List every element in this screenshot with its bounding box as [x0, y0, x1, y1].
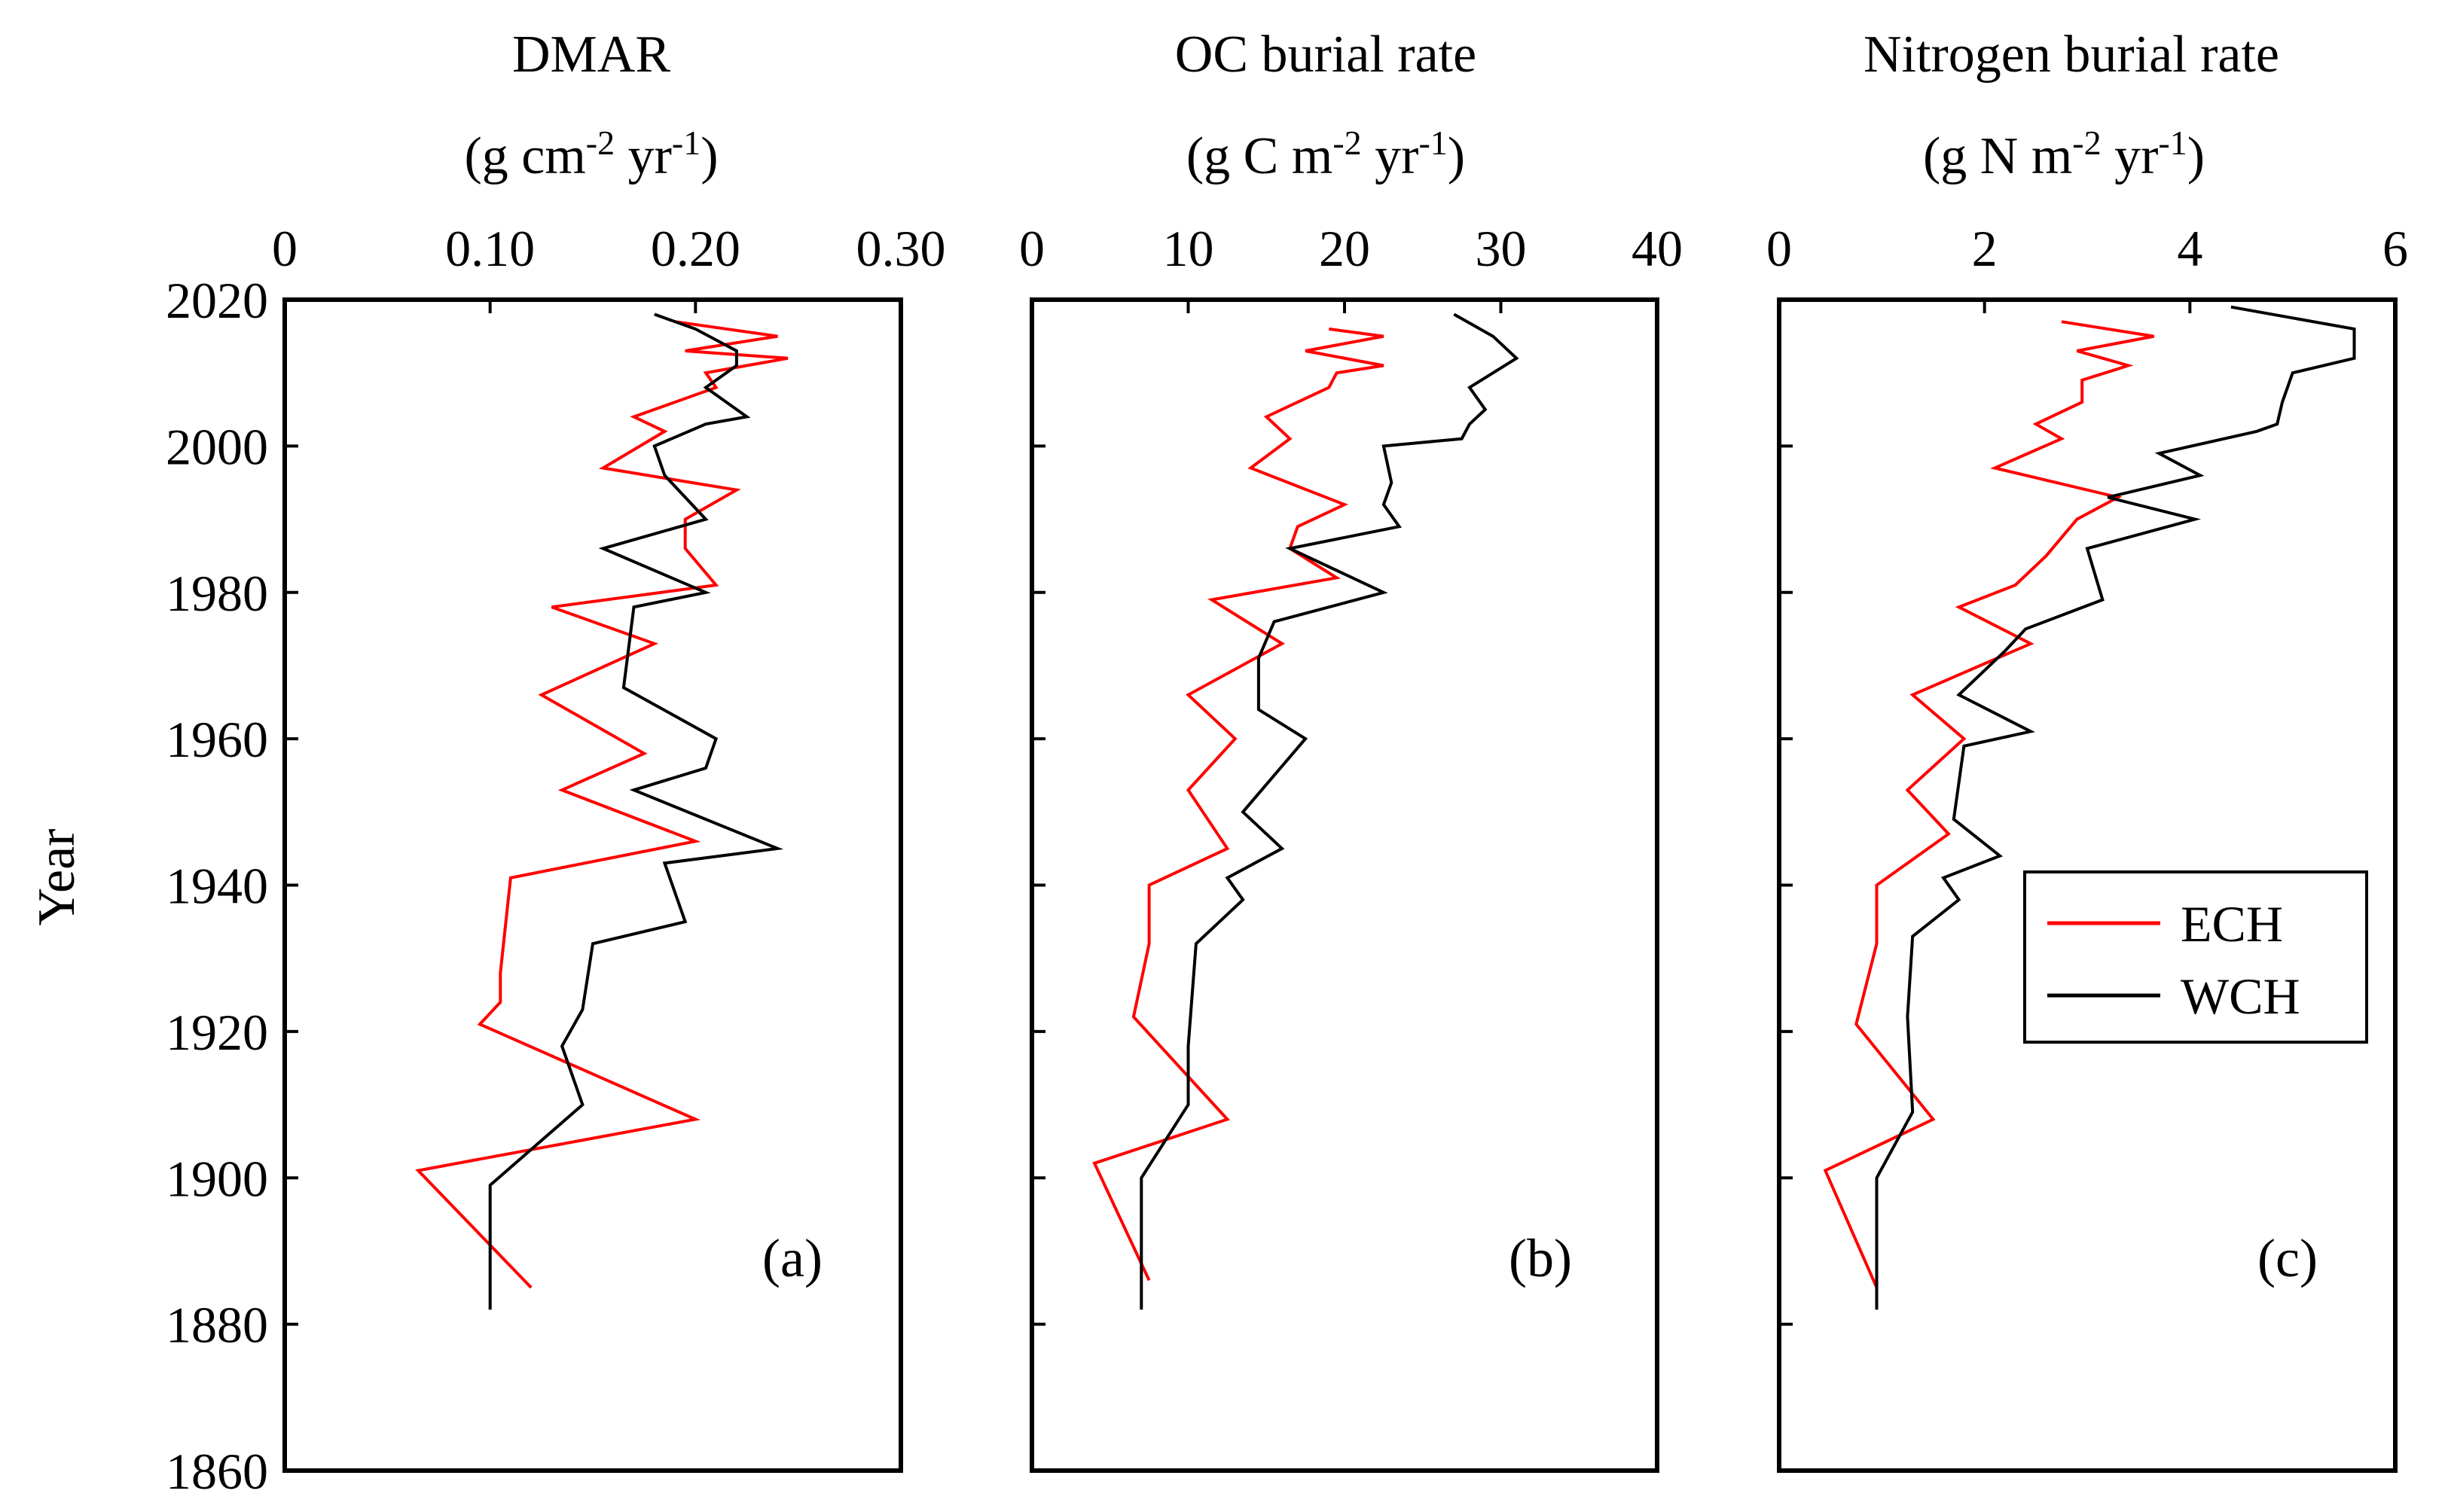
panel-c-title: Nitrogen burial rate — [1864, 26, 2279, 84]
panel-a-series — [415, 312, 789, 1310]
panel-b-title: OC burial rate — [1175, 26, 1476, 84]
panel-a-unit: (g cm-2 yr-1) — [464, 123, 718, 186]
panel-c-ticks: 0 2 4 6 — [1766, 220, 2408, 1472]
y-tick-label: 2020 — [166, 272, 268, 329]
panel-c-series-ech-line — [1823, 320, 2154, 1288]
y-tick-label: 1900 — [166, 1150, 268, 1207]
panel-a-x-tick-label: 0 — [272, 220, 298, 277]
panel-a-series-ech-line — [415, 320, 789, 1289]
panel-b-x-tick-label: 40 — [1632, 220, 1683, 277]
panel-b: OC burial rate (g C m-2 yr-1) 0 10 20 30 40 … — [1019, 26, 1683, 1473]
panel-a-x-tick-label: 0.10 — [445, 220, 535, 277]
panel-b-unit: (g C m-2 yr-1) — [1186, 123, 1465, 186]
y-tick-label: 1960 — [166, 711, 268, 768]
panel-c-series — [1823, 305, 2356, 1310]
panel-c-label: (c) — [2257, 1228, 2318, 1288]
panel-a-x-tick-label: 0.30 — [856, 220, 946, 277]
panel-b-series-wch-line — [1140, 312, 1519, 1310]
legend: ECH WCH — [2023, 870, 2368, 1044]
panel-c-unit: (g N m-2 yr-1) — [1923, 123, 2205, 186]
panel-c-axes-box — [1777, 297, 2398, 1473]
panel-c-x-tick-label: 4 — [2177, 220, 2202, 277]
panel-a-series-wch-line — [488, 312, 784, 1310]
panel-b-label: (b) — [1509, 1228, 1572, 1288]
y-tick-label: 1980 — [166, 565, 268, 622]
legend-ech-label: ECH — [2181, 895, 2283, 953]
y-tick-label: 1860 — [166, 1443, 268, 1500]
y-tick-label: 1940 — [166, 858, 268, 915]
y-axis-label: Year — [28, 829, 86, 926]
panel-c-series-wch-line — [1875, 305, 2356, 1310]
legend-wch-label: WCH — [2181, 968, 2300, 1025]
panel-a-label: (a) — [762, 1228, 823, 1288]
panel-c: Nitrogen burial rate (g N m-2 yr-1) 0 2 4 6… — [1766, 26, 2408, 1473]
panel-b-x-tick-label: 20 — [1319, 220, 1370, 277]
panel-a-axes-box — [282, 297, 903, 1473]
panel-c-x-tick-label: 6 — [2382, 220, 2408, 277]
panel-b-x-tick-label: 10 — [1163, 220, 1214, 277]
panel-a-title: DMAR — [512, 26, 670, 84]
legend-box — [2023, 870, 2368, 1044]
panel-b-series-ech-line — [1092, 327, 1384, 1282]
panel-a-x-tick-label: 0.20 — [651, 220, 740, 277]
panel-c-x-tick-label: 0 — [1766, 220, 1792, 277]
panel-b-x-tick-label: 0 — [1019, 220, 1045, 277]
panel-b-axes-box — [1030, 297, 1659, 1473]
panel-b-x-tick-label: 30 — [1476, 220, 1527, 277]
panel-c-x-tick-label: 2 — [1972, 220, 1998, 277]
y-tick-label: 1920 — [166, 1004, 268, 1061]
panel-b-ticks: 0 10 20 30 40 — [1019, 220, 1683, 1472]
panel-a: DMAR (g cm-2 yr-1) 0 0.10 0.20 0.30 2020 2000… — [166, 26, 946, 1500]
y-tick-label: 1880 — [166, 1297, 268, 1354]
panel-b-series — [1092, 312, 1519, 1310]
panel-a-ticks: 0 0.10 0.20 0.30 2020 2000 1980 1960 1940 1920 190… — [166, 220, 946, 1500]
y-tick-label: 2000 — [166, 418, 268, 475]
